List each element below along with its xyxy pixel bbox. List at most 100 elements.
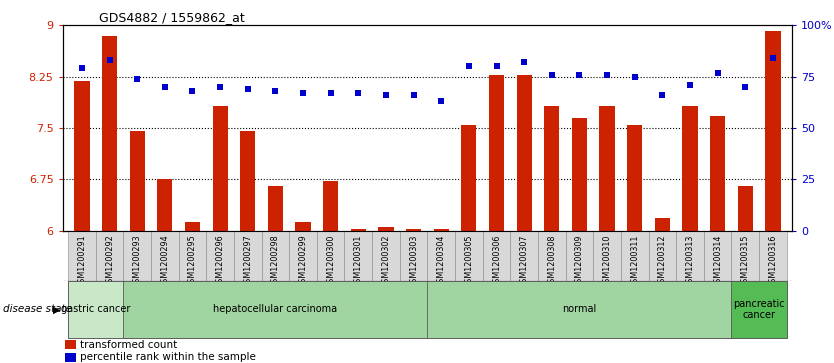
Text: GSM1200311: GSM1200311: [631, 234, 639, 288]
Bar: [427, 281, 731, 338]
Bar: [268, 186, 283, 231]
Bar: [600, 106, 615, 231]
Bar: [627, 125, 642, 231]
Text: transformed count: transformed count: [80, 340, 178, 350]
Bar: [102, 36, 117, 231]
Text: GDS4882 / 1559862_at: GDS4882 / 1559862_at: [99, 11, 245, 24]
Bar: [461, 125, 476, 231]
Bar: [129, 131, 145, 231]
Bar: [483, 231, 510, 281]
Bar: [379, 227, 394, 231]
Bar: [766, 31, 781, 231]
Bar: [65, 340, 76, 349]
Bar: [455, 231, 483, 281]
Bar: [649, 231, 676, 281]
Text: GSM1200301: GSM1200301: [354, 234, 363, 288]
Point: [103, 57, 116, 63]
Text: GSM1200298: GSM1200298: [271, 234, 280, 288]
Bar: [317, 231, 344, 281]
Text: GSM1200295: GSM1200295: [188, 234, 197, 288]
Text: gastric cancer: gastric cancer: [61, 305, 130, 314]
Text: GSM1200315: GSM1200315: [741, 234, 750, 288]
Bar: [344, 231, 372, 281]
Bar: [68, 281, 123, 338]
Bar: [704, 231, 731, 281]
Point: [130, 76, 143, 82]
Point: [407, 92, 420, 98]
Point: [241, 86, 254, 92]
Point: [656, 92, 669, 98]
Text: GSM1200305: GSM1200305: [465, 234, 474, 288]
Bar: [593, 231, 621, 281]
Bar: [434, 229, 449, 231]
Point: [296, 90, 309, 96]
Point: [518, 60, 531, 65]
Text: GSM1200296: GSM1200296: [216, 234, 224, 288]
Bar: [655, 218, 670, 231]
Bar: [676, 231, 704, 281]
Bar: [621, 231, 649, 281]
Point: [711, 70, 725, 76]
Bar: [206, 231, 234, 281]
Bar: [262, 231, 289, 281]
Text: GSM1200309: GSM1200309: [575, 234, 584, 288]
Bar: [295, 222, 310, 231]
Point: [158, 84, 172, 90]
Bar: [234, 231, 262, 281]
Text: GSM1200299: GSM1200299: [299, 234, 308, 288]
Bar: [323, 181, 339, 231]
Bar: [731, 281, 786, 338]
Text: percentile rank within the sample: percentile rank within the sample: [80, 352, 256, 362]
Bar: [399, 231, 427, 281]
Bar: [738, 186, 753, 231]
Point: [324, 90, 337, 96]
Bar: [65, 353, 76, 362]
Bar: [178, 231, 206, 281]
Text: GSM1200313: GSM1200313: [686, 234, 695, 288]
Text: pancreatic
cancer: pancreatic cancer: [733, 299, 785, 320]
Bar: [682, 106, 697, 231]
Bar: [240, 131, 255, 231]
Bar: [710, 116, 726, 231]
Point: [739, 84, 752, 90]
Text: GSM1200292: GSM1200292: [105, 234, 114, 288]
Point: [628, 74, 641, 79]
Bar: [538, 231, 565, 281]
Bar: [731, 231, 759, 281]
Text: GSM1200291: GSM1200291: [78, 234, 87, 288]
Text: GSM1200307: GSM1200307: [520, 234, 529, 288]
Bar: [565, 231, 593, 281]
Bar: [545, 106, 560, 231]
Point: [352, 90, 365, 96]
Point: [545, 72, 559, 78]
Text: GSM1200294: GSM1200294: [160, 234, 169, 288]
Bar: [406, 229, 421, 231]
Text: GSM1200304: GSM1200304: [437, 234, 445, 288]
Bar: [572, 118, 587, 231]
Bar: [96, 231, 123, 281]
Text: GSM1200316: GSM1200316: [768, 234, 777, 288]
Point: [214, 84, 227, 90]
Bar: [151, 231, 178, 281]
Point: [766, 55, 780, 61]
Text: ▶: ▶: [53, 304, 60, 314]
Bar: [516, 75, 532, 231]
Text: GSM1200297: GSM1200297: [244, 234, 252, 288]
Bar: [351, 229, 366, 231]
Point: [435, 98, 448, 104]
Bar: [289, 231, 317, 281]
Point: [573, 72, 586, 78]
Point: [269, 88, 282, 94]
Text: disease state: disease state: [3, 304, 72, 314]
Text: GSM1200300: GSM1200300: [326, 234, 335, 288]
Bar: [68, 231, 96, 281]
Text: GSM1200308: GSM1200308: [547, 234, 556, 288]
Text: GSM1200306: GSM1200306: [492, 234, 501, 288]
Bar: [427, 231, 455, 281]
Point: [379, 92, 393, 98]
Bar: [489, 75, 504, 231]
Text: GSM1200314: GSM1200314: [713, 234, 722, 288]
Text: normal: normal: [562, 305, 596, 314]
Point: [683, 82, 696, 88]
Text: hepatocellular carcinoma: hepatocellular carcinoma: [214, 305, 338, 314]
